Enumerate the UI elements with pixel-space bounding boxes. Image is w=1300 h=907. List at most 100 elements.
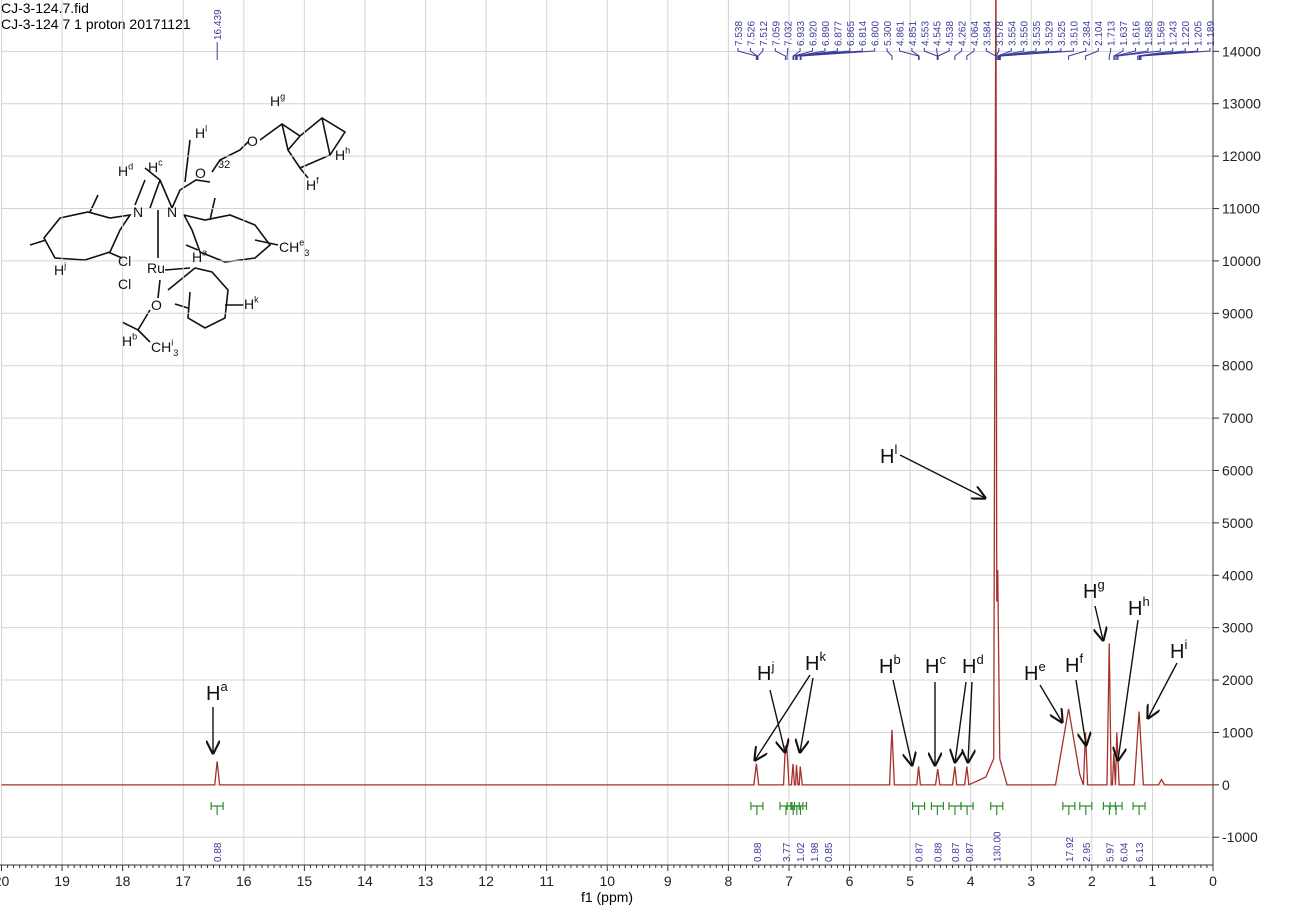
integral-curve [1132,802,1146,815]
atom-label-sup: f [316,176,319,186]
peak-label: 6.800 [871,21,882,46]
atom-label-sup: i [171,338,173,348]
peak-connector [796,48,851,60]
integral-label: 17.92 [1065,837,1076,862]
peak-label: 7.059 [771,21,782,46]
atom-label: Hb [122,332,137,349]
peak-connector [737,48,757,60]
atom-label-sup: e [299,238,304,248]
integral-label: 0.88 [933,842,944,862]
atom-label-sup: l [205,124,207,134]
peak-annotation-sup: l [894,442,897,457]
integral-curve [779,802,793,815]
y-tick-label: 5000 [1222,515,1253,531]
atom-label-base: H [306,177,316,193]
atom-label: Ha [192,248,208,265]
peak-annotation: Ha [206,679,228,705]
y-tick-label: 0 [1222,777,1230,793]
annotation-arrow [755,674,811,760]
atom-label-base: H [195,125,205,141]
peak-annotation-sup: c [939,652,946,667]
peak-connector [898,48,920,60]
integral-label: 0.87 [951,842,962,862]
peak-annotation: Hf [1065,651,1083,677]
annotation-arrow [800,677,814,752]
chart-title: CJ-3-124.7.fid [1,0,89,16]
atom-label-base: H [192,249,202,265]
integral-curve [912,802,926,815]
atom-label-base: O [151,297,162,313]
peak-annotation: Hi [1170,637,1187,663]
atom-label-sup: d [128,162,133,172]
integral-curve [990,802,1004,815]
peak-label: 6.890 [821,21,832,46]
x-tick-label: 10 [599,873,615,889]
peak-annotation: Hc [925,652,946,678]
y-tick-label: 2000 [1222,672,1253,688]
peak-label: 7.538 [734,21,745,46]
peak-label: 4.553 [920,21,931,46]
peak-annotation-base: H [1128,598,1142,620]
atom-label-base: H [244,296,254,312]
peak-label: 1.243 [1169,21,1180,46]
peak-connector [749,48,758,60]
peak-label: 6.865 [846,21,857,46]
peak-connector [886,48,893,60]
peak-annotation: Hg [1083,577,1105,603]
peak-label: 1.569 [1156,21,1167,46]
peak-annotation-base: H [1083,581,1097,603]
peak-annotation: He [1024,659,1046,685]
integral-curve [960,802,974,815]
peak-label: 2.384 [1082,21,1093,46]
peak-label: 7.526 [746,21,757,46]
atom-label-base: H [122,333,132,349]
atom-label: Hh [335,146,350,163]
atom-label-base: H [148,159,158,175]
atom-label-base: H [270,93,280,109]
integral-label: 3.77 [782,842,793,862]
integral-label: 0.87 [965,842,976,862]
peak-connector [923,48,938,60]
integral-label: 0.88 [213,842,224,862]
peak-label: 1.588 [1144,21,1155,46]
atom-label: Hd [118,162,133,179]
peak-label: 3.529 [1045,21,1056,46]
peak-label: 1.713 [1107,21,1118,46]
peak-label: 4.861 [895,21,906,46]
atom-label-base: O [195,165,206,181]
peak-connector [1117,48,1161,60]
atom-label-base: O [247,133,258,149]
integral-label: 6.04 [1119,842,1130,862]
atom-label-base: N [133,204,143,220]
mesityl-left [29,194,132,261]
y-tick-label: -1000 [1222,829,1258,845]
x-tick-label: 19 [54,873,70,889]
atom-label-base: CH [151,339,171,355]
atom-label-base: H [118,163,128,179]
atom-label: Hg [270,92,285,109]
atom-label: Hl [195,124,207,141]
peak-label: 3.554 [1007,21,1018,46]
peak-annotation-base: H [805,653,819,675]
y-tick-label: 1000 [1222,724,1253,740]
peak-annotation-sup: f [1079,651,1083,666]
peak-label: 3.584 [982,21,993,46]
x-tick-label: 0 [1209,873,1217,889]
peak-annotation: Hl [880,442,897,468]
peak-annotation-base: H [206,683,220,705]
peak-label: 1.637 [1119,21,1130,46]
peak-connector [795,48,826,60]
peak-annotation-base: H [1170,641,1184,663]
annotation-arrow [1095,605,1103,640]
integral-curve [1079,802,1093,815]
peak-label: 4.851 [908,21,919,46]
annotation-arrow [968,681,972,762]
peak-label: 3.578 [995,21,1006,46]
atom-label-base: H [54,262,64,278]
atom-label: N [167,204,177,220]
adamantane [259,117,347,179]
integral-label: 6.13 [1135,842,1146,862]
peak-label: 3.550 [1020,21,1031,46]
peak-connector [792,48,801,60]
integral-curve [750,802,764,815]
